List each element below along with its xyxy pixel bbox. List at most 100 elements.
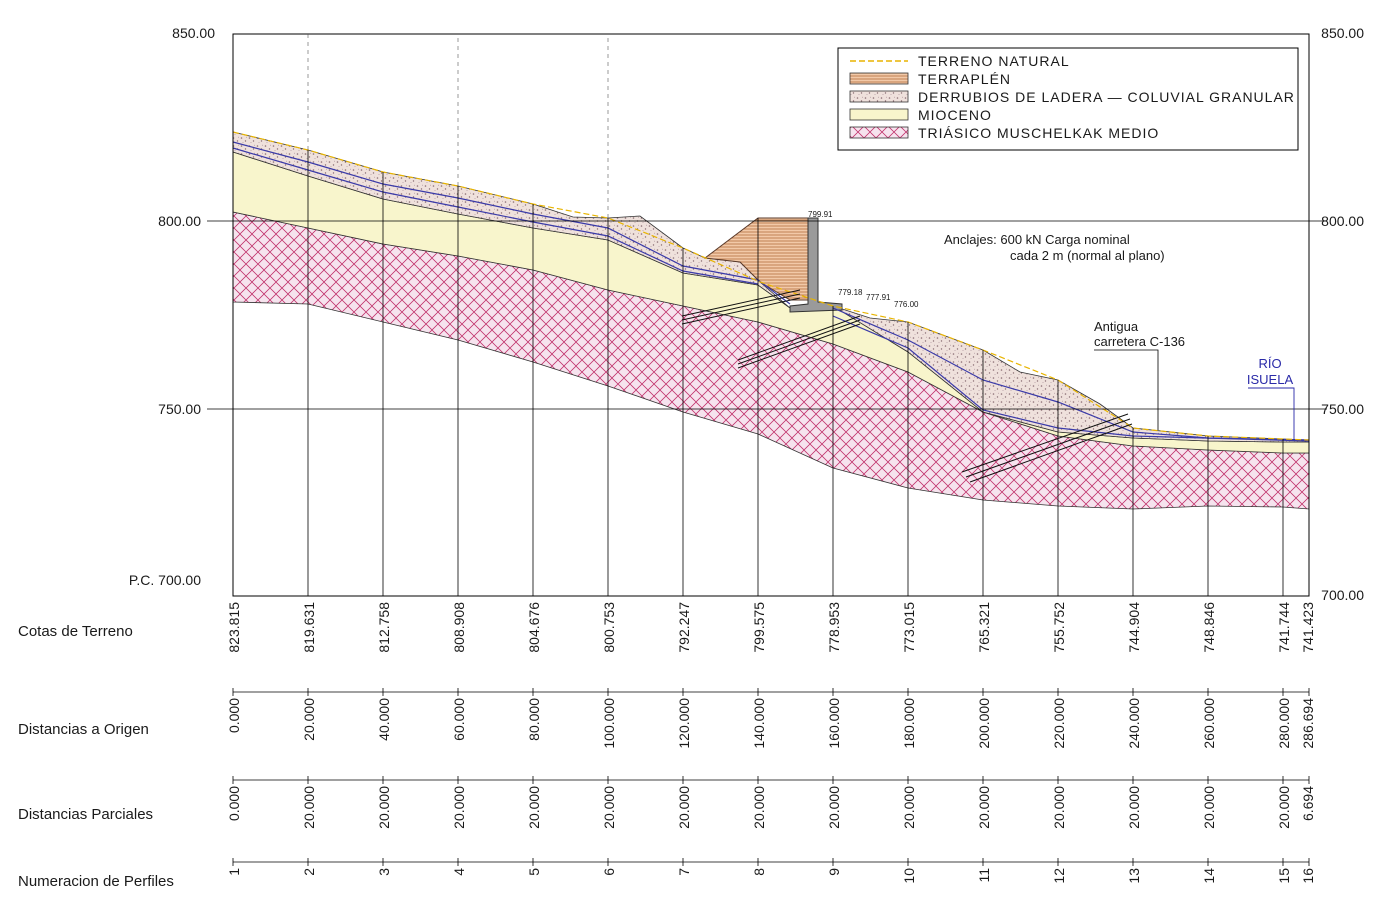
station-grid-dashes [307,34,609,218]
row-label-parciales: Distancias Parciales [18,806,153,823]
perfil-number: 14 [1201,868,1217,884]
origen-value: 286.694 [1300,698,1316,749]
elev-label-left-800: 800.00 [158,213,201,229]
parcial-value: 20.000 [901,786,917,829]
legend-label-derrubios: DERRUBIOS DE LADERA — COLUVIAL GRANULAR [918,89,1295,105]
profile-frame [232,33,1310,597]
origen-value: 260.000 [1201,698,1217,749]
parcial-value: 0.000 [226,786,242,821]
cota-value: 741.423 [1300,602,1316,653]
perfil-number: 3 [376,868,392,876]
perfil-number: 13 [1126,868,1142,884]
road-note-line2: carretera C-136 [1094,334,1185,349]
origen-value: 60.000 [451,698,467,741]
origen-value: 40.000 [376,698,392,741]
perfil-number: 10 [901,868,917,884]
parcial-value: 20.000 [526,786,542,829]
cota-value: 804.676 [526,602,542,653]
legend-label-natural: TERRENO NATURAL [918,53,1070,69]
parcial-value: 20.000 [376,786,392,829]
parcial-value: 20.000 [1201,786,1217,829]
legend-swatch-triasico [849,126,909,139]
legend: TERRENO NATURAL TERRAPLÉN DERRUBIOS DE L… [837,47,1299,151]
elev-label-right-750: 750.00 [1321,401,1364,417]
cota-value: 755.752 [1051,602,1067,653]
natural-terrain-line [232,131,1310,441]
perfil-number: 2 [301,868,317,876]
elev-label-right-700: 700.00 [1321,587,1364,603]
origen-value: 140.000 [751,698,767,749]
cota-value: 741.744 [1276,602,1292,653]
perfil-number: 15 [1276,868,1292,884]
elev-mark-776: 776.00 [894,300,919,309]
river-leader-line [1248,387,1295,440]
legend-label-terraplen: TERRAPLÉN [918,71,1011,87]
perfil-number: 12 [1051,868,1067,884]
perfil-number: 11 [976,868,992,883]
cota-value: 819.631 [301,602,317,653]
parcial-value: 20.000 [1051,786,1067,829]
anchor-group-upper [681,289,801,325]
cota-value: 792.247 [676,602,692,653]
perfil-number: 5 [526,868,542,876]
elev-mark-779: 779.18 [838,288,863,297]
row-label-perfiles: Numeracion de Perfiles [18,873,174,890]
elev-label-left-850: 850.00 [172,25,215,41]
perfil-number: 9 [826,868,842,876]
elev-label-left-700: P.C. 700.00 [129,572,201,588]
road-note-line1: Antigua [1094,319,1139,334]
legend-swatch-mioceno [849,108,909,121]
parcial-value: 20.000 [751,786,767,829]
contact-line-lower [232,147,1310,442]
perfil-number: 8 [751,868,767,876]
station-lines [307,150,1284,596]
legend-label-mioceno: MIOCENO [918,107,992,123]
legend-box [837,47,1299,151]
origen-value: 100.000 [601,698,617,749]
row-label-origen: Distancias a Origen [18,721,149,738]
parcial-value: 20.000 [301,786,317,829]
parcial-value: 20.000 [826,786,842,829]
parcial-value: 20.000 [1126,786,1142,829]
cota-value: 765.321 [976,602,992,653]
origen-value: 120.000 [676,698,692,749]
anchors-note-line1: Anclajes: 600 kN Carga nominal [944,232,1130,247]
cota-value: 744.904 [1126,602,1142,653]
cota-value: 799.575 [751,602,767,653]
parcial-value: 20.000 [976,786,992,829]
legend-swatch-terraplen [849,72,909,85]
perfil-number: 4 [451,868,467,876]
cota-value: 773.015 [901,602,917,653]
perfil-number: 16 [1300,868,1316,884]
river-label-line1: RÍO [1258,356,1281,371]
anchors-note-line2: cada 2 m (normal al plano) [1010,248,1165,263]
origen-value: 80.000 [526,698,542,741]
origen-value: 20.000 [301,698,317,741]
river-label-line2: ISUELA [1247,372,1294,387]
origen-value: 280.000 [1276,698,1292,749]
cota-value: 778.953 [826,602,842,653]
anchor-group-lower [961,413,1133,483]
retaining-wall [789,217,843,313]
elev-label-right-850: 850.00 [1321,25,1364,41]
profile-table-cells: 823.815 819.631 812.758 808.908 804.676 800.7… [226,602,1316,884]
elev-mark-777: 777.91 [866,293,891,302]
origen-value: 220.000 [1051,698,1067,749]
elev-label-left-750: 750.00 [158,401,201,417]
cota-value: 823.815 [226,602,242,653]
cota-value: 800.753 [601,602,617,653]
parcial-value: 20.000 [676,786,692,829]
perfil-number: 1 [226,868,242,876]
elev-label-right-800: 800.00 [1321,213,1364,229]
origen-value: 240.000 [1126,698,1142,749]
perfil-number: 7 [676,868,692,876]
elev-mark-799: 799.91 [808,210,833,219]
perfil-number: 6 [601,868,617,876]
origen-value: 0.000 [226,698,242,733]
parcial-value: 20.000 [451,786,467,829]
legend-label-triasico: TRIÁSICO MUSCHELKAK MEDIO [918,125,1159,141]
parcial-value: 20.000 [601,786,617,829]
cota-value: 812.758 [376,602,392,653]
origen-value: 160.000 [826,698,842,749]
